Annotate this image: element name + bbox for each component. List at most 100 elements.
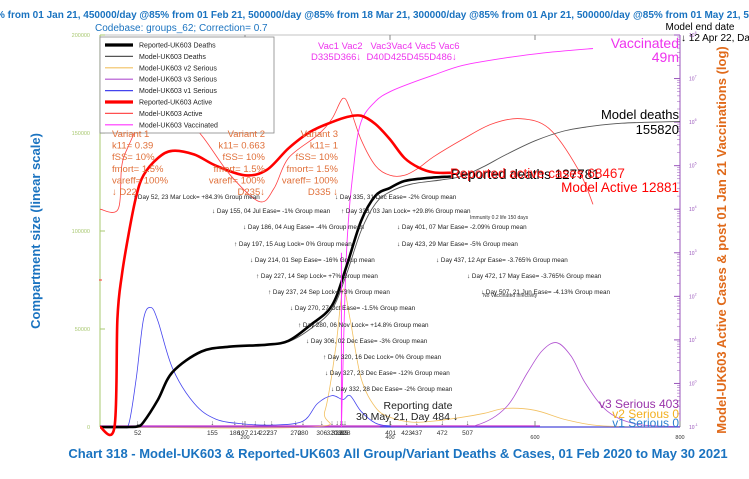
event-annotation: ↑ Day 227, 14 Sep Lock= +7% Group mean [256, 273, 378, 280]
chart-title: Chart 318 - Model-UK603 & Reported-UK603… [68, 446, 727, 461]
event-annotation: ↑ Day 338, 03 Jan Lock= +29.8% Group mea… [341, 208, 471, 215]
series-model-uk603-v1-serious [99, 306, 681, 429]
svg-text:↓: ↓ [253, 420, 257, 427]
event-day-label: 270 [290, 430, 301, 437]
x-tick-label: 400 [385, 435, 394, 441]
event-day-label: 335 [337, 430, 348, 437]
event-day-ticks: ↓52↓155↓186↓197↓214↓227↓237↓270↓280↓306↓… [134, 420, 473, 437]
vaccinated-end-value: 49m [652, 49, 679, 65]
svg-text:↓: ↓ [270, 420, 274, 427]
y2-tick-label: 104 [689, 205, 697, 213]
series-reported-uk603-deaths [99, 175, 451, 429]
event-annotation: ↓ Day 186, 04 Aug Ease= -4% Group mean [243, 224, 364, 231]
y2-tick-label: 102 [689, 292, 697, 300]
variant-annotation-line: fSS= 10% [295, 152, 338, 163]
event-day-label: 437 [411, 430, 422, 437]
event-day-label: 237 [266, 430, 277, 437]
y-tick-label: 50000 [75, 327, 90, 333]
event-annotation: ↓ Day 155, 04 Jul Ease= -1% Group mean [212, 208, 331, 215]
svg-text:↓: ↓ [466, 420, 470, 427]
event-annotation: ↑ Day 52, 23 Mar Lock= +84.3% Group mean [133, 194, 260, 201]
y2-tick-label: 105 [689, 162, 697, 170]
variant-annotation-line: fSS= 10% [112, 152, 155, 163]
event-day-label: 320 [327, 430, 338, 437]
vaccination-schedule-header: % from 01 Jan 21, 450000/day @85% from 0… [0, 10, 749, 21]
variant-annotation-line: D235↓ [238, 187, 265, 198]
svg-text:↓: ↓ [211, 420, 215, 427]
svg-text:↓: ↓ [405, 420, 409, 427]
variant-annotation-line: fSS= 10% [222, 152, 265, 163]
event-day-label: 155 [207, 430, 218, 437]
legend-label: Model-UK603 Active [139, 111, 203, 118]
event-annotation: ↓ Day 327, 23 Dec Ease= -12% Group mean [325, 370, 450, 377]
legend-label: Model-UK603 v2 Serious [139, 65, 217, 72]
variant-annotation-line: Variant 2 [228, 129, 265, 140]
y2-tick-label: 106 [689, 118, 697, 126]
legend: Reported-UK603 Deaths Model-UK603 Deaths M… [99, 36, 275, 134]
event-annotation: ↓ Day 306, 02 Dec Ease= -3% Group mean [306, 338, 428, 345]
x-tick-label: 200 [240, 435, 249, 441]
variant-annotation-line: k11= 1 [310, 141, 338, 152]
v2-serious-end-label: v2 Serious 0 [612, 407, 679, 421]
v1-serious-end-label: v1 Serious 0 [612, 416, 679, 430]
svg-text:↓: ↓ [233, 420, 237, 427]
legend-label: Model-UK603 Vaccinated [139, 122, 218, 129]
event-day-label: 338 [340, 430, 351, 437]
legend-label: Reported-UK603 Active [139, 100, 212, 107]
svg-text:↓: ↓ [415, 420, 419, 427]
variant-annotation-line: Variant 3 [301, 129, 338, 140]
series-lines [99, 48, 681, 437]
legend-label: Reported-UK603 Deaths [139, 43, 216, 50]
event-annotation: ↓ Day 507, 21 Jun Ease= -4.13% Group mea… [481, 289, 610, 296]
y2-tick-label: 10-1 [689, 423, 698, 431]
reported-deaths-end-label: Reported deaths 127781 [451, 167, 600, 182]
event-annotation: ↓ Day 270, 27 Oct Ease= -1.5% Group mean [290, 305, 416, 312]
event-annotation: ↓ Day 472, 17 May Ease= -3.765% Group me… [467, 273, 602, 280]
variant-annotation-line: fmort= 1.5% [214, 164, 266, 175]
legend-label: Model-UK603 v3 Serious [139, 77, 217, 84]
reporting-date-label: Reporting date [384, 400, 453, 412]
event-day-label: 472 [437, 430, 448, 437]
variant-annotation-line: ↓ D22 [112, 187, 137, 198]
event-annotation: ↓ Day 401, 07 Mar Ease= -2.09% Group mea… [397, 224, 527, 231]
immunity-note: Immunity 0.2 life 150 days [470, 215, 529, 221]
variant-annotation-line: vareff= 100% [282, 175, 339, 186]
x-tick-label: 800 [675, 435, 684, 441]
variant-annotation-line: vareff= 100% [112, 175, 169, 186]
event-day-label: 306 [316, 430, 327, 437]
event-annotation: ↑ Day 197, 15 Aug Lock= 0% Group mean [234, 241, 352, 248]
svg-text:↓: ↓ [136, 420, 140, 427]
vaccine-names: Vac1 Vac2 Vac3Vac4 Vac5 Vac6 [318, 41, 460, 52]
svg-text:↓: ↓ [341, 420, 345, 427]
reporting-date-value: 30 May 21, Day 484 ↓ [356, 411, 458, 423]
variant-annotation-line: fmort= 1.5% [287, 164, 339, 175]
model-deaths-end-value: 155820 [636, 122, 679, 137]
event-annotation: ↓ Day 335, 31 Dec Ease= -2% Group mean [335, 194, 457, 201]
series-model-uk603-vaccinated-log [340, 48, 594, 428]
event-day-label: 197 [237, 430, 248, 437]
event-annotation: ↑ Day 237, 24 Sep Lock= +3% Group mean [268, 289, 390, 296]
y2-axis-title: Model-UK603 Active Cases & post 01 Jan 2… [714, 46, 729, 433]
legend-label: Model-UK603 v1 Serious [139, 88, 217, 95]
y-tick-label: 150000 [72, 131, 90, 137]
variant-annotation-line: k11= 0.663 [218, 141, 265, 152]
event-annotation: ↓ Day 214, 01 Sep Ease= -16% Group mean [250, 257, 375, 264]
codebase-label: Codebase: groups_62; Correction= 0.7 [95, 23, 268, 34]
event-annotation: ↑ Day 280, 06 Nov Lock= +14.8% Group mea… [298, 322, 429, 329]
variant-annotation-line: vareff= 100% [209, 175, 266, 186]
model-deaths-end-label: Model deaths [601, 107, 680, 122]
svg-text:↓: ↓ [320, 420, 324, 427]
y2-tick-label: 100 [689, 379, 697, 387]
svg-text:↓: ↓ [335, 420, 339, 427]
vaccine-days: D335D366↓ D40D425D455D486↓ [311, 52, 457, 63]
model-active-end-label: Model Active 12881 [561, 180, 679, 195]
y2-tick-label: 101 [689, 336, 697, 344]
event-day-label: 332 [335, 430, 346, 437]
y-tick-label: 200000 [72, 33, 90, 39]
y-axis-title: Compartment size (linear scale) [28, 133, 43, 329]
vaccinated-infectivity-note: No Vaccinated infectivity [483, 293, 538, 299]
svg-text:↓: ↓ [339, 420, 343, 427]
series-reported-uk603-active-log [99, 114, 451, 437]
